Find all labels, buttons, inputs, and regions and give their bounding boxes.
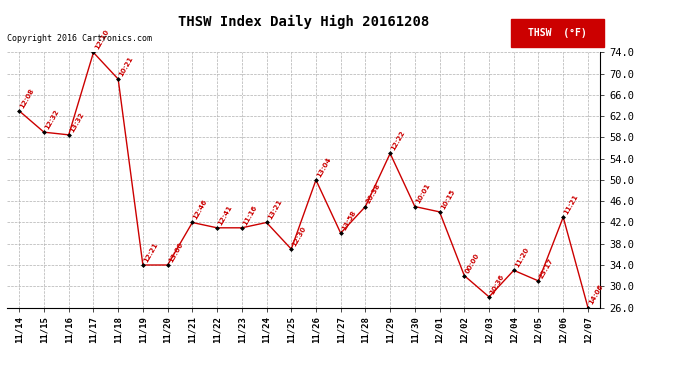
- Text: 14:06: 14:06: [588, 284, 604, 306]
- Text: 13:00: 13:00: [168, 241, 184, 263]
- Text: 13:21: 13:21: [266, 199, 283, 221]
- Text: 12:08: 12:08: [19, 87, 35, 109]
- Text: 23:17: 23:17: [538, 257, 555, 279]
- Text: Copyright 2016 Cartronics.com: Copyright 2016 Cartronics.com: [7, 34, 152, 43]
- Text: THSW Index Daily High 20161208: THSW Index Daily High 20161208: [178, 15, 429, 29]
- Text: 12:30: 12:30: [291, 225, 308, 248]
- Text: 10:01: 10:01: [415, 183, 431, 205]
- Text: 13:58: 13:58: [341, 209, 357, 231]
- Text: 11:21: 11:21: [563, 194, 580, 216]
- Text: 12:32: 12:32: [44, 108, 60, 130]
- Text: 12:41: 12:41: [217, 204, 233, 226]
- Text: 10:15: 10:15: [440, 188, 456, 210]
- Text: 12:22: 12:22: [390, 130, 406, 152]
- Text: 00:00: 00:00: [464, 252, 481, 274]
- Text: 10:21: 10:21: [118, 55, 135, 78]
- Text: 11:16: 11:16: [241, 204, 258, 226]
- Text: 13:04: 13:04: [316, 156, 333, 178]
- Text: 12:10: 12:10: [93, 29, 110, 51]
- Text: 11:20: 11:20: [514, 246, 530, 269]
- Text: 12:46: 12:46: [193, 199, 208, 221]
- Text: 13:32: 13:32: [69, 111, 85, 133]
- Text: 20:38: 20:38: [366, 183, 382, 205]
- Text: THSW  (°F): THSW (°F): [528, 28, 586, 38]
- Text: 12:21: 12:21: [143, 242, 159, 263]
- Text: 10:36: 10:36: [489, 273, 505, 295]
